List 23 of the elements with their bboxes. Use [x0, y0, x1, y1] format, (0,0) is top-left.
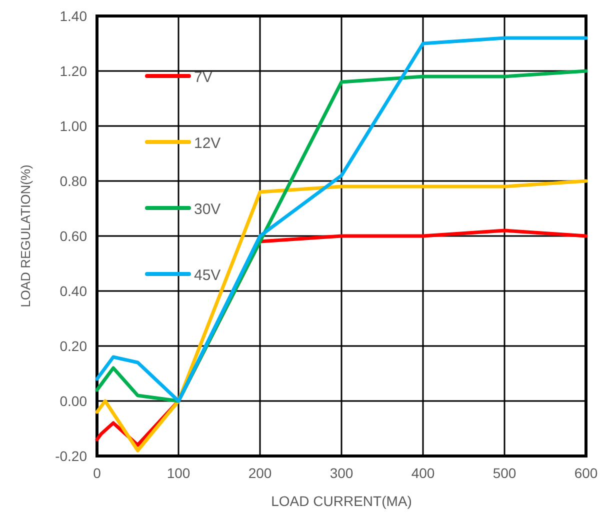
x-tick-label: 200 — [248, 465, 272, 481]
x-tick-label: 400 — [411, 465, 435, 481]
y-tick-label: 1.40 — [60, 8, 88, 24]
line-series — [95, 179, 588, 452]
x-tick-label: 100 — [166, 465, 190, 481]
x-tick-label: 300 — [330, 465, 354, 481]
legend-label: 12V — [194, 135, 221, 152]
y-tick-label: 0.80 — [60, 173, 88, 189]
y-tick-label: 1.20 — [60, 63, 88, 79]
x-tick-label: 500 — [492, 465, 516, 481]
y-tick-label: 0.20 — [60, 338, 88, 354]
y-axis-title: LOAD REGULATION(%) — [18, 164, 33, 308]
y-tick-label: -0.20 — [55, 448, 88, 464]
y-tick-label: 0.60 — [60, 228, 88, 244]
y-tick-label: 1.00 — [60, 118, 88, 134]
legend-label: 45V — [194, 267, 221, 284]
legend-label: 7V — [194, 69, 212, 86]
x-tick-label: 0 — [93, 465, 102, 481]
y-tick-label: 0.00 — [60, 393, 88, 409]
legend-label: 30V — [194, 201, 221, 218]
y-tick-label: 0.40 — [60, 283, 88, 299]
x-axis-title: LOAD CURRENT(MA) — [271, 493, 412, 509]
x-tick-label: 600 — [574, 465, 598, 481]
